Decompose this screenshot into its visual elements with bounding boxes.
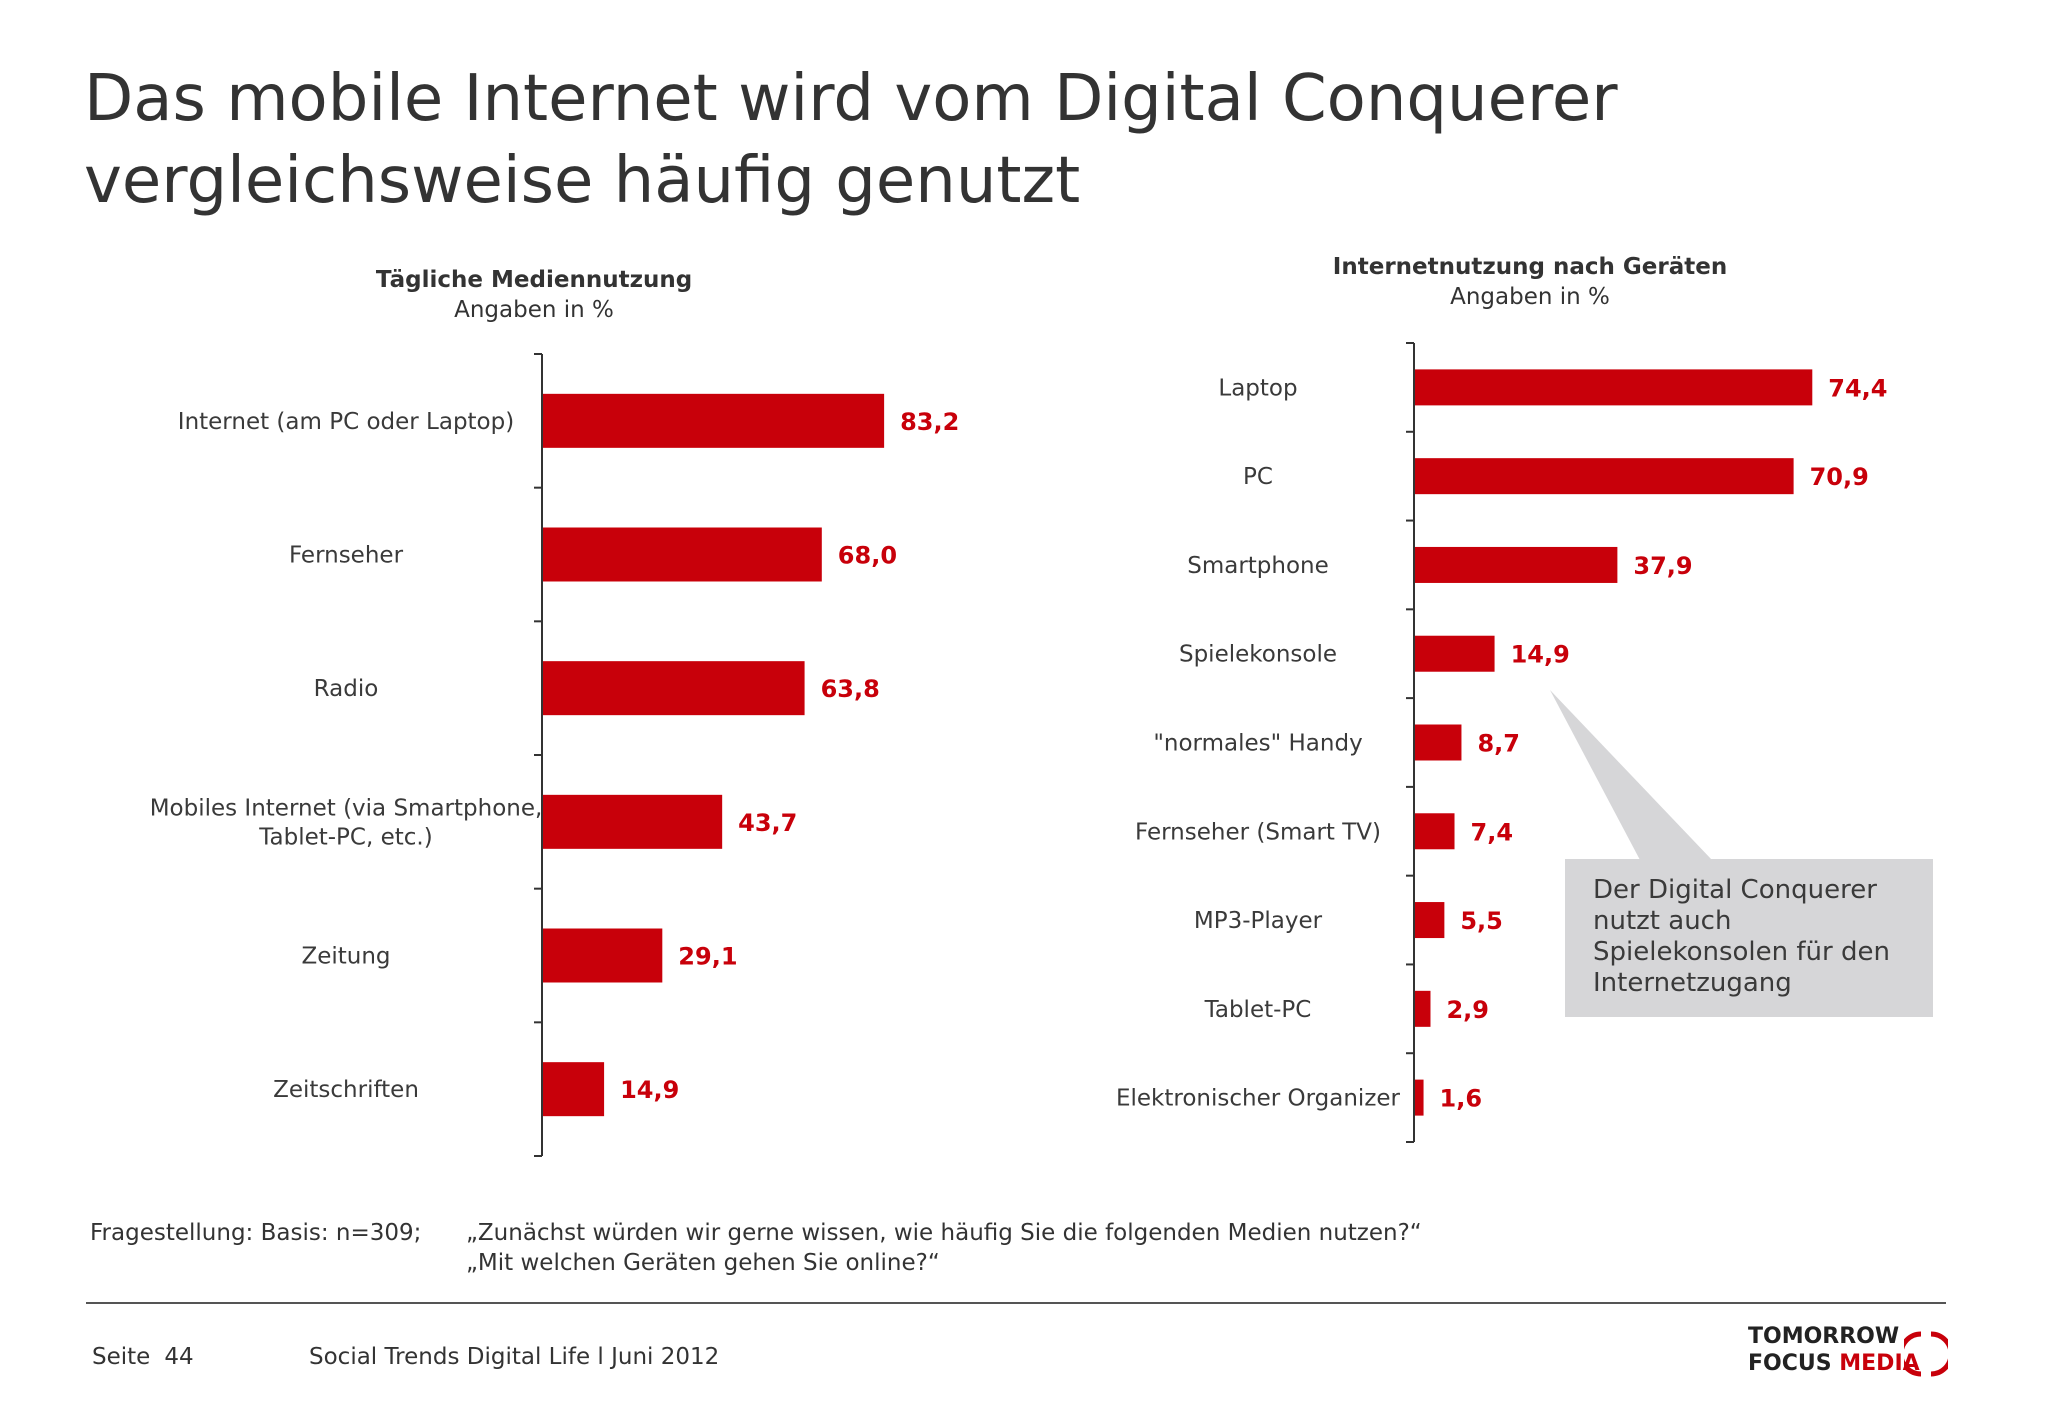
bar — [1415, 902, 1445, 939]
bar — [1415, 458, 1794, 495]
callout-line-4: Internetzugang — [1593, 968, 1792, 998]
bar — [1415, 546, 1618, 583]
value-label: 74,4 — [1828, 374, 1887, 402]
value-label: 14,9 — [1511, 641, 1570, 669]
value-label: 2,9 — [1446, 996, 1489, 1024]
callout-line-3: Spielekonsolen für den — [1593, 937, 1890, 967]
category-label: Mobiles Internet (via Smartphone, — [150, 795, 543, 821]
category-label: PC — [1243, 464, 1273, 490]
footnote-question-2: „Mit welchen Geräten gehen Sie online?“ — [466, 1250, 940, 1276]
right-chart-title: Internetnutzung nach Geräten Angaben in … — [1260, 252, 1800, 312]
value-label: 68,0 — [838, 542, 897, 570]
value-label: 14,9 — [620, 1076, 679, 1104]
category-label: Smartphone — [1187, 553, 1329, 579]
bar — [1415, 635, 1495, 672]
category-label: Elektronischer Organizer — [1116, 1086, 1401, 1112]
category-label: Tablet-PC — [1204, 997, 1312, 1023]
right-chart-heading: Internetnutzung nach Geräten — [1332, 254, 1728, 280]
value-label: 70,9 — [1810, 463, 1869, 491]
bar — [1415, 1079, 1424, 1116]
logo-line-1: TOMORROW — [1748, 1324, 1900, 1349]
page-title-line-1: Das mobile Internet wird vom Digital Con… — [84, 62, 1618, 136]
footer-divider — [86, 1302, 1946, 1304]
bar — [1415, 990, 1431, 1027]
footnote-question-1: „Zunächst würden wir gerne wissen, wie h… — [466, 1220, 1422, 1246]
value-label: 83,2 — [900, 408, 959, 436]
callout-box: Der Digital Conquerer nutzt auch Spielek… — [1565, 859, 1933, 1017]
category-label: Fernseher — [289, 543, 404, 569]
left-chart-title: Tägliche Mediennutzung Angaben in % — [334, 265, 734, 325]
value-label: 5,5 — [1460, 907, 1503, 935]
page-title-line-2: vergleichsweise häufig genutzt — [84, 144, 1081, 218]
value-label: 7,4 — [1471, 818, 1514, 846]
logo-ring-icon — [1904, 1331, 1948, 1377]
bar — [543, 1062, 605, 1117]
category-label: "normales" Handy — [1153, 731, 1362, 757]
company-logo: TOMORROW FOCUS MEDIA — [1748, 1324, 1948, 1380]
bar — [543, 928, 663, 983]
bar — [543, 794, 723, 849]
page-number-value: 44 — [164, 1344, 194, 1370]
right-chart: 74,4 Laptop 70,9 PC 37,9 Smartphone 14,9 Spiele… — [1116, 342, 1888, 1143]
value-label: 29,1 — [678, 943, 737, 971]
logo-word-focus: FOCUS — [1748, 1351, 1832, 1376]
page-number: Seite 44 — [92, 1344, 194, 1370]
bar — [1415, 369, 1813, 406]
value-label: 63,8 — [821, 675, 880, 703]
page-title: Das mobile Internet wird vom Digital Con… — [84, 58, 1984, 222]
category-label: Radio — [314, 676, 379, 702]
footnote-label: Fragestellung: Basis: n=309; — [90, 1220, 422, 1246]
value-label: 1,6 — [1440, 1085, 1483, 1113]
bar — [1415, 724, 1462, 761]
bar — [543, 661, 805, 716]
value-label: 43,7 — [738, 809, 797, 837]
right-chart-subtitle: Angaben in % — [1450, 284, 1610, 310]
value-label: 37,9 — [1633, 552, 1692, 580]
category-label: Internet (am PC oder Laptop) — [178, 409, 514, 435]
logo-line-2: FOCUS MEDIA — [1748, 1351, 1920, 1376]
category-label: Zeitung — [301, 944, 390, 970]
logo-word-media: MEDIA — [1839, 1351, 1920, 1376]
value-label: 8,7 — [1477, 730, 1520, 758]
bar — [543, 393, 885, 448]
category-label: Tablet-PC, etc.) — [258, 824, 432, 850]
left-chart: 83,2 Internet (am PC oder Laptop) 68,0 Fern… — [150, 353, 959, 1157]
left-chart-subtitle: Angaben in % — [454, 297, 614, 323]
bar — [543, 527, 822, 582]
callout-pointer — [1550, 690, 1712, 860]
report-name: Social Trends Digital Life l Juni 2012 — [309, 1344, 720, 1370]
category-label: Spielekonsole — [1179, 642, 1337, 668]
callout-line-1: Der Digital Conquerer — [1593, 875, 1877, 905]
category-label: MP3-Player — [1194, 908, 1323, 934]
category-label: Zeitschriften — [273, 1077, 419, 1103]
bar — [1415, 813, 1455, 850]
page-label: Seite — [92, 1344, 151, 1370]
callout-line-2: nutzt auch — [1593, 906, 1732, 936]
category-label: Fernseher (Smart TV) — [1135, 819, 1381, 845]
category-label: Laptop — [1218, 375, 1297, 401]
left-chart-heading: Tägliche Mediennutzung — [375, 267, 693, 293]
